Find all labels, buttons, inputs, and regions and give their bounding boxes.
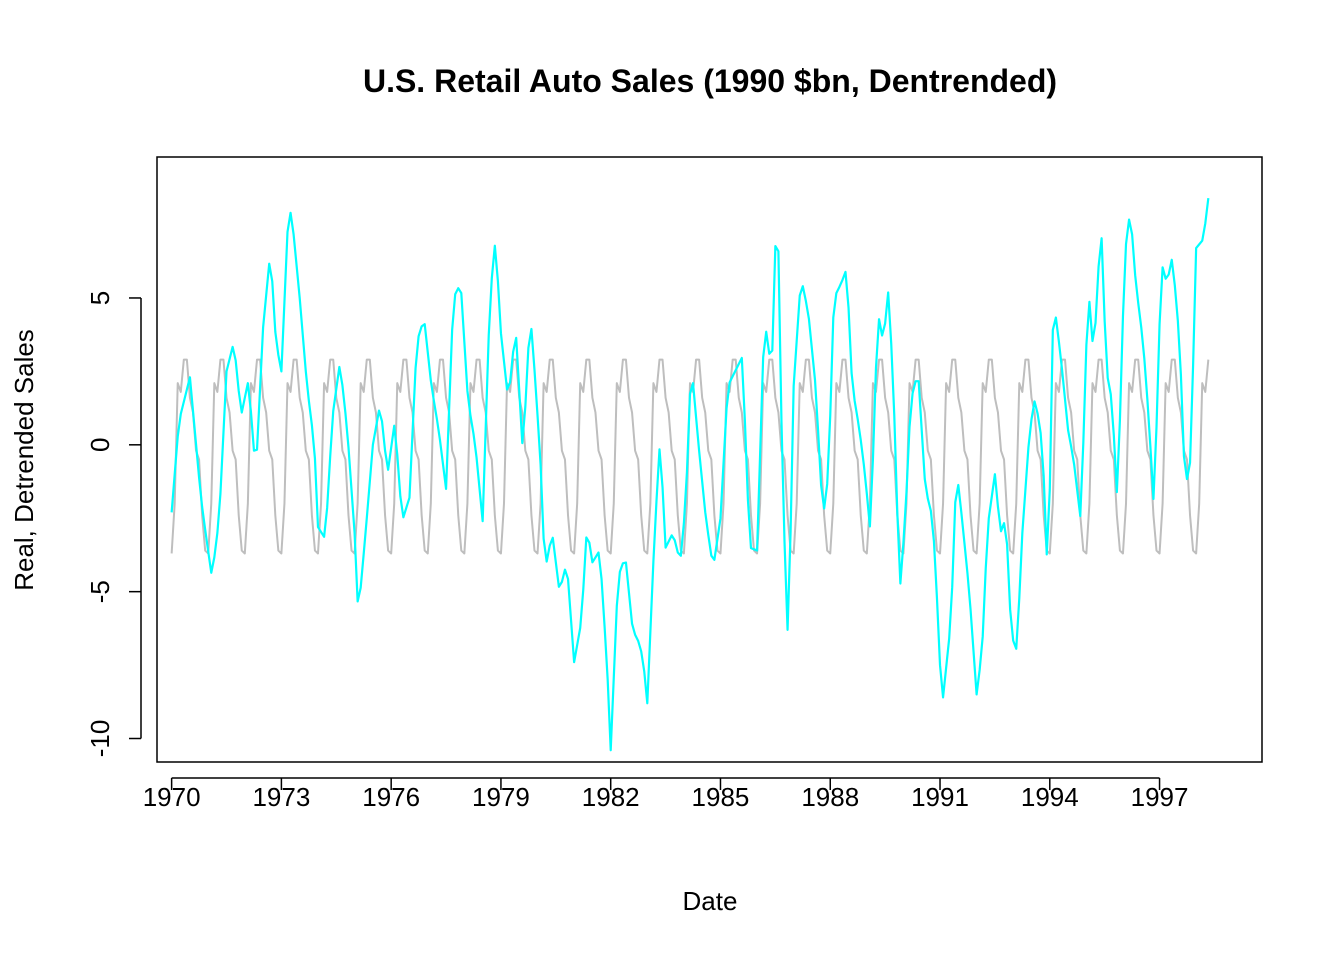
- chart-title: U.S. Retail Auto Sales (1990 $bn, Dentre…: [363, 63, 1057, 99]
- x-tick-label: 1976: [362, 782, 420, 812]
- x-tick-label: 1997: [1131, 782, 1189, 812]
- y-tick-label: 0: [85, 438, 115, 452]
- plot-frame: [156, 156, 1263, 763]
- y-tick-label: 5: [85, 291, 115, 305]
- y-tick-label: -5: [85, 580, 115, 603]
- x-tick-label: 1985: [692, 782, 750, 812]
- detrended-series-line: [170, 197, 1210, 752]
- y-tick-label: -10: [85, 720, 115, 758]
- x-tick-label: 1970: [143, 782, 201, 812]
- x-tick-label: 1991: [911, 782, 969, 812]
- x-tick-label: 1988: [801, 782, 859, 812]
- x-tick-label: 1994: [1021, 782, 1079, 812]
- x-tick-label: 1973: [252, 782, 310, 812]
- x-axis-label: Date: [683, 886, 738, 916]
- axes-layer: 1970 1973 1976 1979 1982 1985 1988 1991 1994 1997…: [85, 291, 1188, 812]
- y-axis-label: Real, Detrended Sales: [9, 329, 39, 591]
- x-tick-label: 1979: [472, 782, 530, 812]
- seasonal-series-line: [170, 358, 1210, 555]
- x-tick-label: 1982: [582, 782, 640, 812]
- series-layer: [170, 197, 1210, 752]
